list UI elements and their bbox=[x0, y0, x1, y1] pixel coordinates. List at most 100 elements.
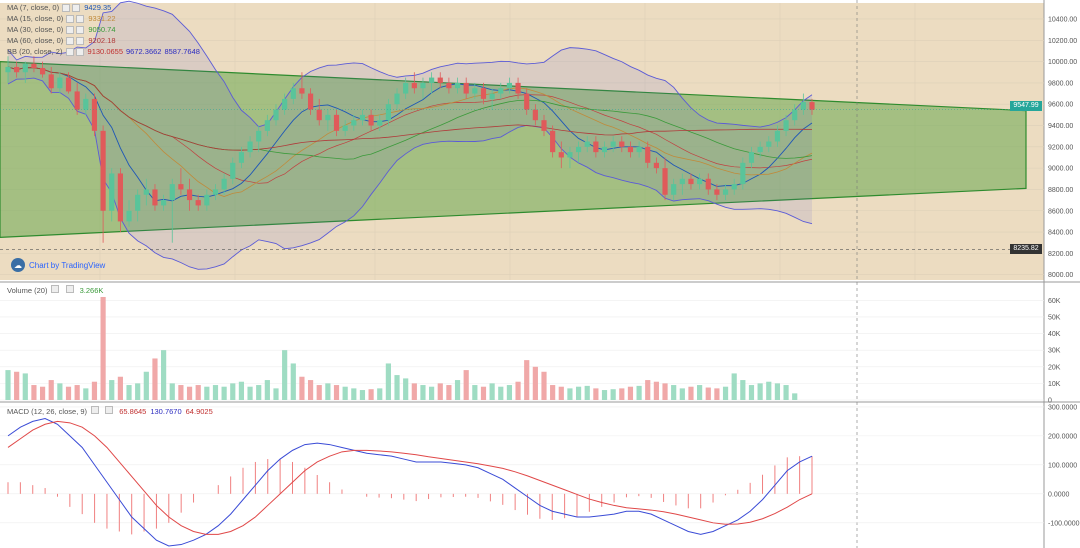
volume-bar bbox=[731, 373, 737, 400]
price-tick-label: 10400.00 bbox=[1048, 16, 1077, 23]
volume-bar bbox=[601, 390, 608, 400]
ma15-line bbox=[7, 66, 813, 197]
legend-bb-mid: 9130.0655 bbox=[87, 47, 123, 56]
price-tick-label: 9600.00 bbox=[1048, 102, 1073, 109]
volume-bar bbox=[57, 383, 63, 400]
close-icon[interactable] bbox=[76, 37, 85, 46]
volume-title[interactable]: Volume (20) 3.266K bbox=[7, 285, 107, 295]
candle-body bbox=[567, 152, 573, 158]
eye-icon[interactable] bbox=[62, 4, 71, 13]
close-icon[interactable] bbox=[76, 26, 85, 35]
price-tick-label: 10000.00 bbox=[1048, 59, 1077, 66]
legend-ma15[interactable]: MA (15, close, 0) 9331.22 bbox=[7, 14, 116, 24]
volume-value: 3.266K bbox=[79, 286, 104, 295]
volume-bar bbox=[39, 386, 46, 400]
candle-body bbox=[325, 114, 331, 121]
volume-bar bbox=[135, 383, 141, 400]
candle-body bbox=[740, 162, 746, 185]
candle-body bbox=[705, 178, 711, 190]
legend-bb[interactable]: BB (20, close, 2) 9130.0655 9672.3662 8587… bbox=[7, 47, 200, 57]
macd-title[interactable]: MACD (12, 26, close, 9) 65.8645 130.7670 6… bbox=[7, 406, 217, 416]
volume-bar bbox=[524, 360, 530, 400]
candle-body bbox=[14, 66, 20, 73]
eye-icon[interactable] bbox=[66, 26, 75, 35]
volume-bar bbox=[575, 386, 582, 400]
volume-bar bbox=[143, 371, 149, 400]
candle-body bbox=[722, 189, 729, 195]
volume-bar bbox=[671, 385, 677, 400]
close-icon[interactable] bbox=[105, 406, 114, 414]
legend-bb-label: BB (20, close, 2) bbox=[7, 47, 63, 56]
candle-body bbox=[290, 88, 296, 99]
candle-body bbox=[429, 77, 435, 83]
macd-tick-label: 0.0000 bbox=[1048, 491, 1070, 498]
volume-bar bbox=[783, 385, 789, 400]
candle-body bbox=[161, 200, 167, 206]
ma7-line bbox=[7, 66, 813, 202]
candle-body bbox=[126, 210, 132, 222]
candle-body bbox=[57, 77, 63, 89]
close-icon[interactable] bbox=[65, 285, 74, 293]
eye-icon[interactable] bbox=[66, 37, 75, 46]
candle-body bbox=[679, 178, 685, 185]
eye-icon[interactable] bbox=[66, 15, 75, 24]
candle-body bbox=[662, 168, 668, 195]
volume-bar bbox=[480, 386, 487, 400]
volume-bar bbox=[697, 385, 703, 400]
candle-body bbox=[593, 141, 599, 153]
price-tick-label: 9800.00 bbox=[1048, 80, 1073, 87]
close-icon[interactable] bbox=[72, 4, 81, 13]
candle-body bbox=[377, 120, 383, 126]
volume-bar bbox=[774, 383, 781, 400]
volume-bar bbox=[299, 376, 305, 400]
volume-bar bbox=[489, 383, 495, 400]
candle-body bbox=[506, 82, 513, 89]
price-tick-label: 8600.00 bbox=[1048, 208, 1073, 215]
price-tick-label: 8800.00 bbox=[1048, 187, 1073, 194]
volume-bar bbox=[74, 385, 80, 400]
legend-ma30-value: 9050.74 bbox=[88, 25, 116, 34]
eye-icon[interactable] bbox=[65, 48, 74, 57]
candle-body bbox=[385, 104, 391, 121]
volume-bar bbox=[83, 388, 89, 400]
candle-body bbox=[524, 93, 530, 110]
legend-ma30[interactable]: MA (30, close, 0) 9050.74 bbox=[7, 25, 116, 35]
close-icon[interactable] bbox=[75, 48, 84, 57]
volume-bar bbox=[290, 363, 296, 400]
volume-bar bbox=[394, 375, 400, 400]
legend-ma60[interactable]: MA (60, close, 0) 9202.18 bbox=[7, 36, 116, 46]
eye-icon[interactable] bbox=[51, 285, 60, 293]
macd-tick-label: 300.0000 bbox=[1048, 404, 1077, 411]
volume-bar bbox=[186, 386, 193, 400]
candle-body bbox=[282, 98, 288, 110]
volume-tick-label: 10K bbox=[1048, 381, 1061, 388]
legend-ma30-label: MA (30, close, 0) bbox=[7, 25, 64, 34]
close-icon[interactable] bbox=[76, 15, 85, 24]
candle-body bbox=[65, 77, 72, 92]
eye-icon[interactable] bbox=[91, 406, 100, 414]
candle-body bbox=[454, 82, 461, 89]
candle-body bbox=[186, 189, 193, 201]
volume-bar bbox=[446, 385, 452, 400]
volume-bar bbox=[722, 386, 729, 400]
candle-body bbox=[437, 77, 443, 83]
candle-body bbox=[31, 63, 37, 68]
candle-body bbox=[359, 114, 366, 121]
candle-body bbox=[368, 114, 374, 126]
candle-body bbox=[489, 93, 495, 99]
legend-ma7[interactable]: MA (7, close, 0) 9429.35 bbox=[7, 3, 111, 13]
candle-body bbox=[627, 146, 634, 153]
volume-bar bbox=[437, 383, 443, 400]
volume-bar bbox=[256, 385, 262, 400]
volume-bar bbox=[161, 350, 167, 400]
candle-body bbox=[394, 93, 400, 105]
tradingview-logo[interactable]: ☁ Chart by TradingView bbox=[11, 258, 105, 272]
volume-bar bbox=[688, 386, 694, 400]
candle-body bbox=[264, 120, 270, 131]
bollinger-upper bbox=[7, 0, 813, 128]
legend-ma15-value: 9331.22 bbox=[88, 14, 116, 23]
candle-body bbox=[247, 141, 253, 153]
volume-tick-label: 30K bbox=[1048, 348, 1061, 355]
price-tick-label: 8400.00 bbox=[1048, 230, 1073, 237]
